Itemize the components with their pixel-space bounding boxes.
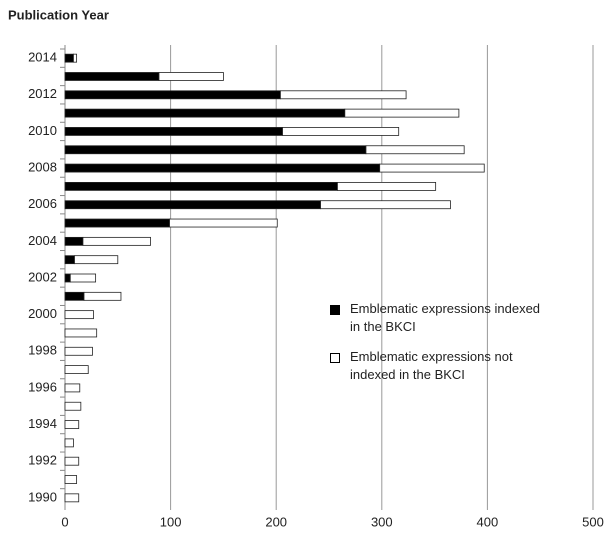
y-tick-label: 2010	[28, 123, 57, 138]
bar-segment	[64, 310, 94, 320]
bar-segment	[64, 438, 74, 448]
bar-segment	[64, 346, 93, 356]
y-tick-label: 2002	[28, 269, 57, 284]
y-tick-label: 1992	[28, 453, 57, 468]
bar-segment	[158, 72, 224, 81]
legend-swatch	[330, 305, 340, 315]
bar-segment	[320, 200, 451, 210]
bar-segment	[69, 273, 97, 283]
x-tick-label: 400	[477, 514, 499, 529]
legend: Emblematic expressions indexed in the BK…	[330, 300, 550, 396]
axis-title: Publication Year	[8, 7, 109, 22]
bar-segment	[64, 163, 381, 173]
legend-swatch	[330, 353, 340, 363]
bar-segment	[64, 218, 170, 228]
bar-segment	[280, 90, 407, 100]
bar-segment	[64, 108, 346, 118]
bar-segment	[73, 53, 78, 63]
bar-segment	[64, 90, 281, 100]
y-tick-label: 1994	[28, 416, 57, 431]
y-tick-label: 2008	[28, 160, 57, 175]
bar-segment	[64, 328, 98, 338]
bar-segment	[82, 236, 151, 246]
bar-segment	[64, 273, 71, 283]
x-tick-label: 0	[61, 514, 68, 529]
bar-segment	[64, 365, 89, 375]
bar-segment	[64, 181, 338, 191]
bar-segment	[64, 420, 80, 429]
x-tick-label: 200	[265, 514, 287, 529]
bar-segment	[64, 53, 74, 63]
bar-segment	[64, 475, 78, 484]
bar-segment	[64, 493, 80, 503]
y-tick-label: 1998	[28, 343, 57, 358]
bar-segment	[64, 200, 321, 210]
bar-segment	[64, 255, 75, 265]
y-tick-label: 1990	[28, 489, 57, 504]
bar-segment	[337, 181, 437, 191]
bar-segment	[64, 145, 367, 155]
y-tick-label: 2004	[28, 233, 57, 248]
bar-segment	[379, 163, 485, 173]
y-tick-label: 2006	[28, 196, 57, 211]
bar-segment	[64, 456, 80, 466]
bar-segment	[344, 108, 460, 118]
bar-segment	[64, 383, 81, 393]
bar-segment	[74, 255, 119, 265]
y-tick-label: 2014	[28, 50, 57, 65]
bar-segment	[64, 127, 283, 136]
legend-label: Emblematic expressions not indexed in th…	[350, 349, 513, 382]
legend-label: Emblematic expressions indexed in the BK…	[350, 301, 541, 334]
x-tick-label: 300	[371, 514, 393, 529]
bar-segment	[282, 127, 400, 136]
bar-segment	[64, 72, 160, 81]
x-tick-label: 100	[160, 514, 182, 529]
bar-segment	[64, 291, 85, 301]
legend-item: Emblematic expressions indexed in the BK…	[330, 300, 550, 336]
bar-segment	[64, 236, 84, 246]
bar-segment	[83, 291, 122, 301]
y-tick-label: 2012	[28, 86, 57, 101]
bar-segment	[169, 218, 278, 228]
legend-item: Emblematic expressions not indexed in th…	[330, 348, 550, 384]
bar-segment	[64, 401, 82, 411]
x-tick-label: 500	[582, 514, 604, 529]
y-tick-label: 2000	[28, 306, 57, 321]
bar-segment	[365, 145, 465, 155]
y-tick-label: 1996	[28, 379, 57, 394]
